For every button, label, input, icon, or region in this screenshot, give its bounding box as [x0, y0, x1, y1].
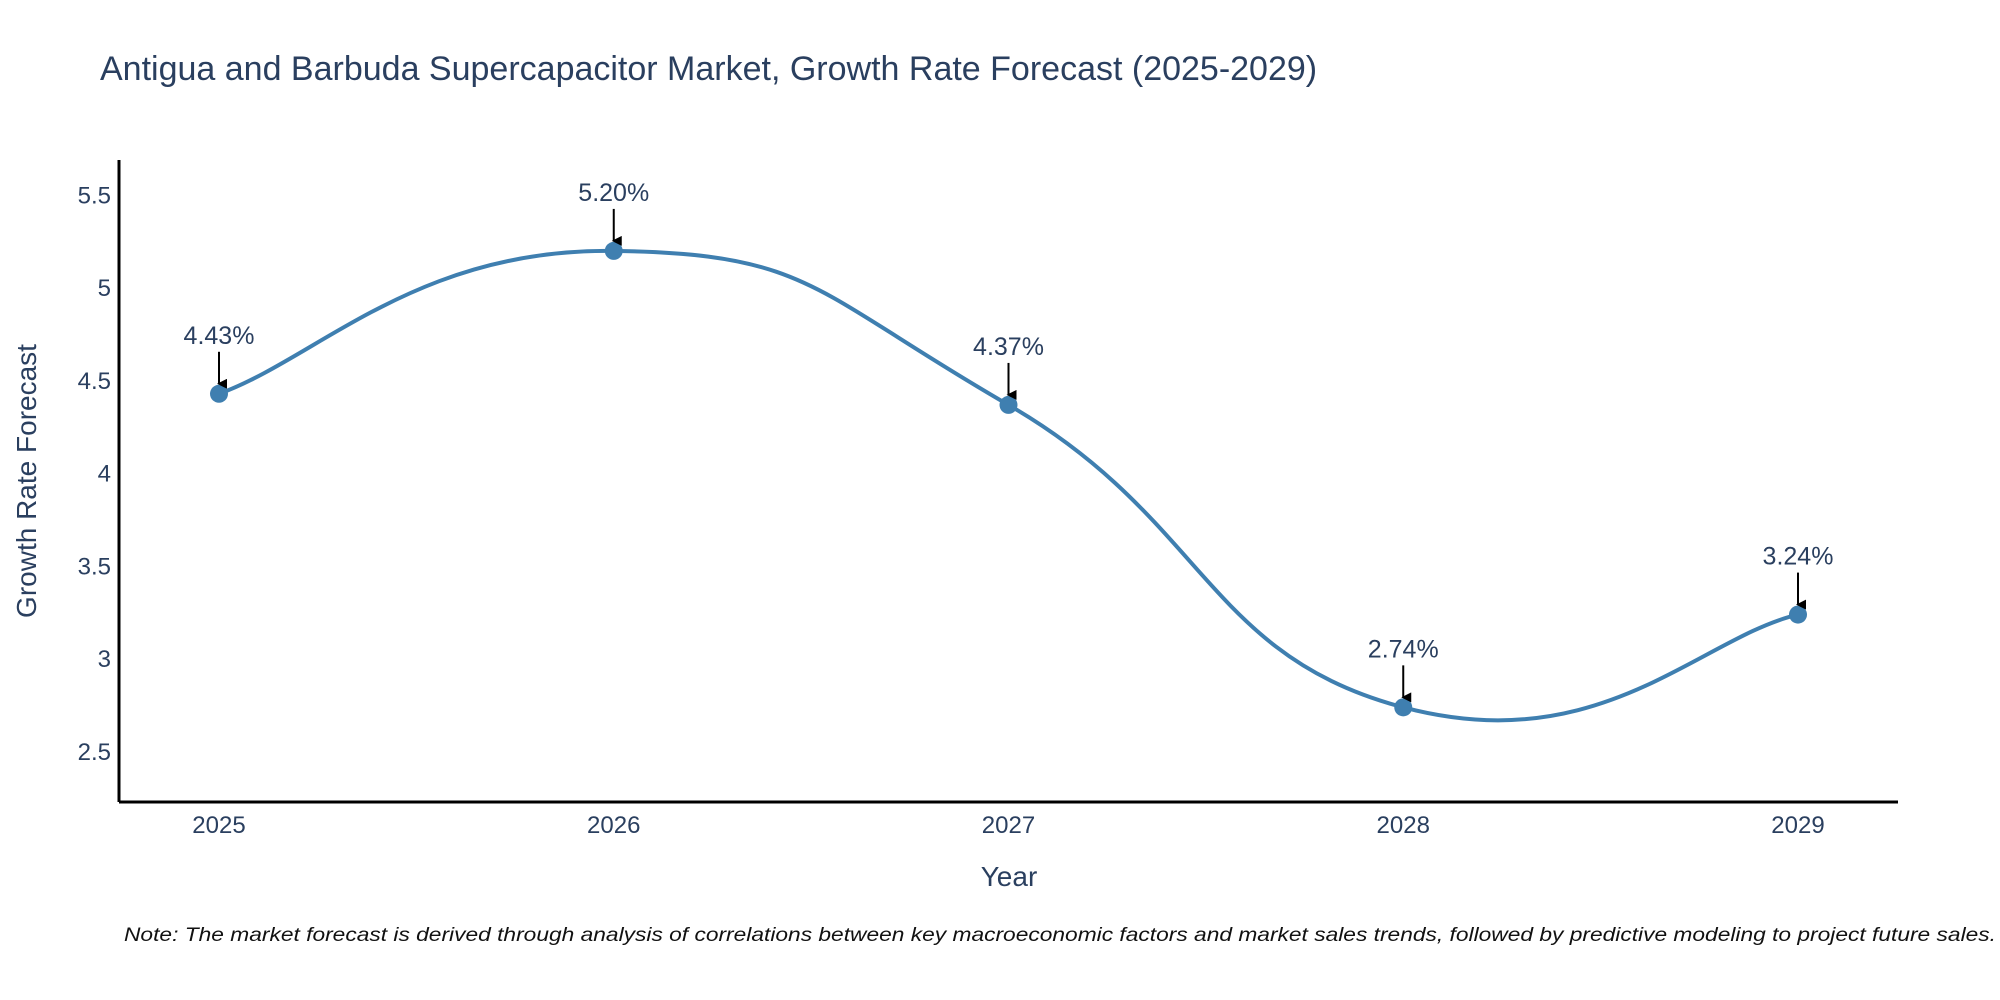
- x-tick-label: 2029: [1771, 812, 1824, 839]
- y-tick-label: 2.5: [78, 739, 111, 766]
- x-tick-label: 2026: [587, 812, 640, 839]
- series-line: [218, 248, 1799, 723]
- x-tick-label: 2027: [982, 812, 1035, 839]
- y-tick-label: 5.5: [78, 182, 111, 209]
- data-label: 2.74%: [1368, 635, 1439, 663]
- y-tick-label: 3.5: [78, 553, 111, 580]
- x-tick-label: 2025: [192, 812, 245, 839]
- chart-title: Antigua and Barbuda Supercapacitor Marke…: [100, 50, 1317, 88]
- series-markers: [210, 241, 1807, 717]
- data-label: 4.37%: [973, 333, 1044, 361]
- y-tick-label: 3: [98, 646, 111, 673]
- data-point: [210, 384, 228, 403]
- y-tick-label: 5: [98, 275, 111, 302]
- y-tick-label: 4.5: [78, 368, 111, 395]
- x-tick-label: 2028: [1377, 812, 1430, 839]
- data-label: 5.20%: [578, 179, 649, 207]
- y-tick-label: 4: [98, 461, 111, 488]
- x-axis-ticks: 2025 2026 2027 2028 2029: [192, 812, 1824, 839]
- data-point: [999, 395, 1018, 414]
- data-point: [604, 241, 623, 260]
- data-point: [1789, 605, 1807, 624]
- data-annotations: 4.43% 5.20% 4.37% 2.74% 3.24%: [184, 179, 1834, 703]
- data-label: 4.43%: [184, 322, 255, 350]
- y-axis-title: Growth Rate Forecast: [11, 344, 42, 618]
- x-axis-title: Year: [981, 861, 1038, 892]
- footnote: Note: The market forecast is derived thr…: [124, 925, 1996, 946]
- y-axis-ticks: 2.5 3 3.5 4 4.5 5 5.5: [78, 182, 111, 766]
- data-label: 3.24%: [1763, 543, 1834, 571]
- data-point: [1394, 698, 1413, 717]
